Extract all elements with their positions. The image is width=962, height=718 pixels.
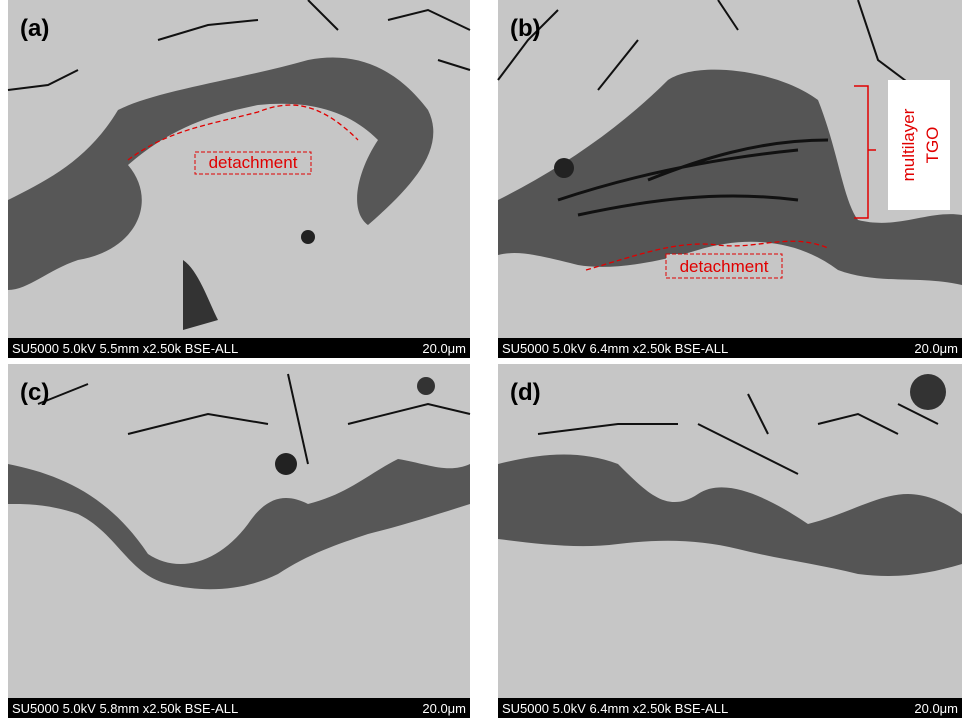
info-text: SU5000 5.0kV 6.4mm x2.50k BSE-ALL [502, 701, 728, 716]
info-text: SU5000 5.0kV 5.5mm x2.50k BSE-ALL [12, 341, 238, 356]
figure: detachment (a) SU5000 5.0kV 5.5mm x2.50k… [0, 0, 962, 718]
particle [910, 374, 946, 410]
scale-text: 20.0μm [914, 341, 958, 356]
pore [417, 377, 435, 395]
panel-label: (a) [20, 15, 49, 42]
scale-text: 20.0μm [422, 701, 466, 716]
scale-text: 20.0μm [914, 701, 958, 716]
annotation: TGO [923, 127, 942, 164]
panel-b: detachment multilayer TGO (b) SU5000 5.0… [498, 0, 962, 358]
annotation: detachment [209, 153, 298, 172]
panel-a: detachment (a) SU5000 5.0kV 5.5mm x2.50k… [8, 0, 470, 358]
pore [554, 158, 574, 178]
info-text: SU5000 5.0kV 5.8mm x2.50k BSE-ALL [12, 701, 238, 716]
scale-text: 20.0μm [422, 341, 466, 356]
panel-c: (c) SU5000 5.0kV 5.8mm x2.50k BSE-ALL 20… [8, 364, 470, 718]
panel-d: (d) SU5000 5.0kV 6.4mm x2.50k BSE-ALL 20… [498, 364, 962, 718]
panel-label: (d) [510, 379, 541, 406]
info-text: SU5000 5.0kV 6.4mm x2.50k BSE-ALL [502, 341, 728, 356]
pore [301, 230, 315, 244]
annotation: detachment [680, 257, 769, 276]
annotation: multilayer [899, 108, 918, 181]
pore [275, 453, 297, 475]
panel-label: (b) [510, 15, 541, 42]
panel-label: (c) [20, 379, 49, 406]
